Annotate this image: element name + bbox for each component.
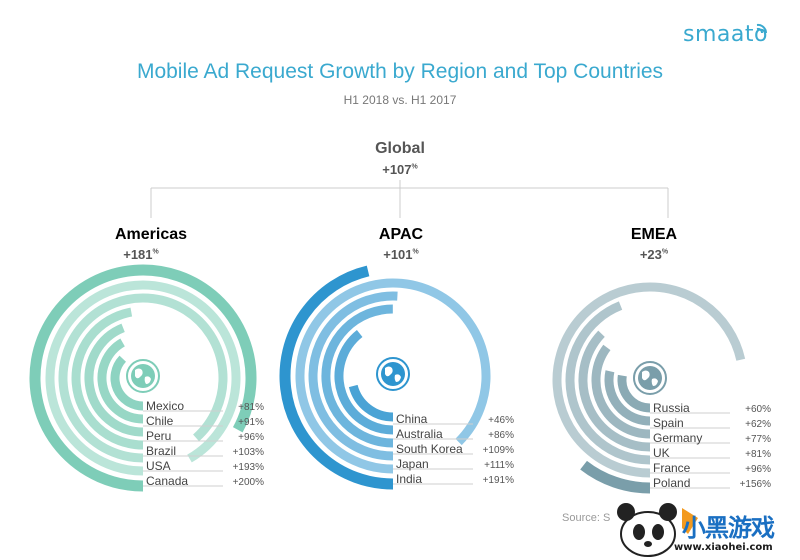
country-value: +103% [233, 447, 265, 458]
country-name: Germany [653, 431, 702, 445]
country-arc [348, 384, 394, 422]
country-value: +62% [745, 419, 771, 430]
country-arc [97, 338, 144, 424]
country-name: UK [653, 446, 670, 460]
region-arc-americas [29, 264, 257, 492]
percent-sign: % [412, 248, 419, 256]
region-value-apac-text: +101 [383, 247, 413, 262]
country-name: Peru [146, 429, 171, 443]
country-value: +96% [745, 464, 771, 475]
country-name: South Korea [396, 442, 463, 456]
country-name: USA [146, 459, 171, 473]
region-name-americas: Americas [114, 226, 188, 243]
watermark: 小黑游戏 www.xiaohei.com [608, 490, 798, 558]
region-value-americas-text: +181 [123, 247, 153, 262]
percent-sign: % [411, 163, 418, 171]
region-arc-apac [279, 265, 394, 490]
country-value: +91% [238, 417, 264, 428]
percent-sign: % [661, 248, 669, 256]
country-arc [321, 304, 394, 448]
country-value: +60% [745, 404, 771, 415]
country-value: +111% [484, 460, 514, 471]
global-value: +107% [0, 162, 800, 177]
country-name: Brazil [146, 444, 176, 458]
country-name: Russia [653, 401, 690, 415]
country-value: +191% [483, 475, 515, 486]
country-name: Chile [146, 414, 174, 428]
wifi-icon [756, 23, 768, 34]
radial-chart-apac: China +46% Australia +86% South Korea +109% Ja… [279, 265, 515, 490]
country-value: +81% [745, 449, 771, 460]
region-name-apac: APAC [378, 226, 424, 243]
country-value: +156% [740, 479, 772, 490]
percent-sign: % [152, 248, 159, 256]
smaato-logo: smaato [683, 22, 768, 47]
region-value-americas: +181% [71, 247, 211, 262]
country-value: +193% [233, 462, 265, 473]
watermark-url: www.xiaohei.com [674, 542, 773, 553]
country-value: +96% [238, 432, 264, 443]
country-arc [45, 280, 241, 476]
country-arc [617, 374, 651, 413]
country-arc [58, 293, 228, 463]
global-value-text: +107 [382, 162, 412, 177]
panda-icon [617, 503, 698, 557]
country-name: China [396, 412, 428, 426]
country-name: Canada [146, 474, 188, 488]
chart-subtitle: H1 2018 vs. H1 2017 [343, 93, 457, 107]
country-arc [578, 330, 651, 452]
country-name: Australia [396, 427, 443, 441]
globe-icon [633, 361, 667, 395]
country-value: +200% [233, 477, 265, 488]
country-arc [604, 370, 651, 426]
country-value: +81% [238, 402, 264, 413]
radial-chart-americas: Mexico +81% Chile +91% Peru +96% Brazil +103% US… [29, 264, 265, 492]
globe-icon [376, 357, 410, 391]
country-arc [110, 355, 144, 411]
region-value-apac: +101% [331, 247, 471, 262]
region-name-emea: EMEA [630, 226, 678, 243]
country-name: Poland [653, 476, 690, 490]
global-label: Global [375, 140, 425, 157]
country-name: Spain [653, 416, 684, 430]
chart-title: Mobile Ad Request Growth by Region and T… [136, 60, 664, 83]
region-arc-emea [580, 460, 651, 494]
country-name: Mexico [146, 399, 184, 413]
country-arc [552, 282, 746, 478]
country-name: Japan [396, 457, 429, 471]
region-value-emea-text: +23 [639, 247, 662, 262]
country-arc [591, 344, 651, 439]
country-value: +86% [488, 430, 514, 441]
country-value: +46% [488, 415, 514, 426]
globe-icon [126, 359, 160, 393]
source-note: Source: S [562, 512, 611, 524]
region-value-emea: +23% [584, 247, 724, 262]
country-name: India [396, 472, 422, 486]
country-arc [84, 323, 144, 437]
watermark-text: 小黑游戏 [682, 514, 775, 542]
country-arc [71, 307, 144, 450]
country-arc [308, 291, 398, 461]
country-arc [295, 278, 491, 474]
country-arc [334, 329, 394, 435]
country-value: +109% [483, 445, 515, 456]
country-arc [565, 301, 651, 465]
radial-chart-emea: Russia +60% Spain +62% Germany +77% UK +81% Fran… [552, 282, 772, 494]
country-name: France [653, 461, 691, 475]
country-value: +77% [745, 434, 771, 445]
